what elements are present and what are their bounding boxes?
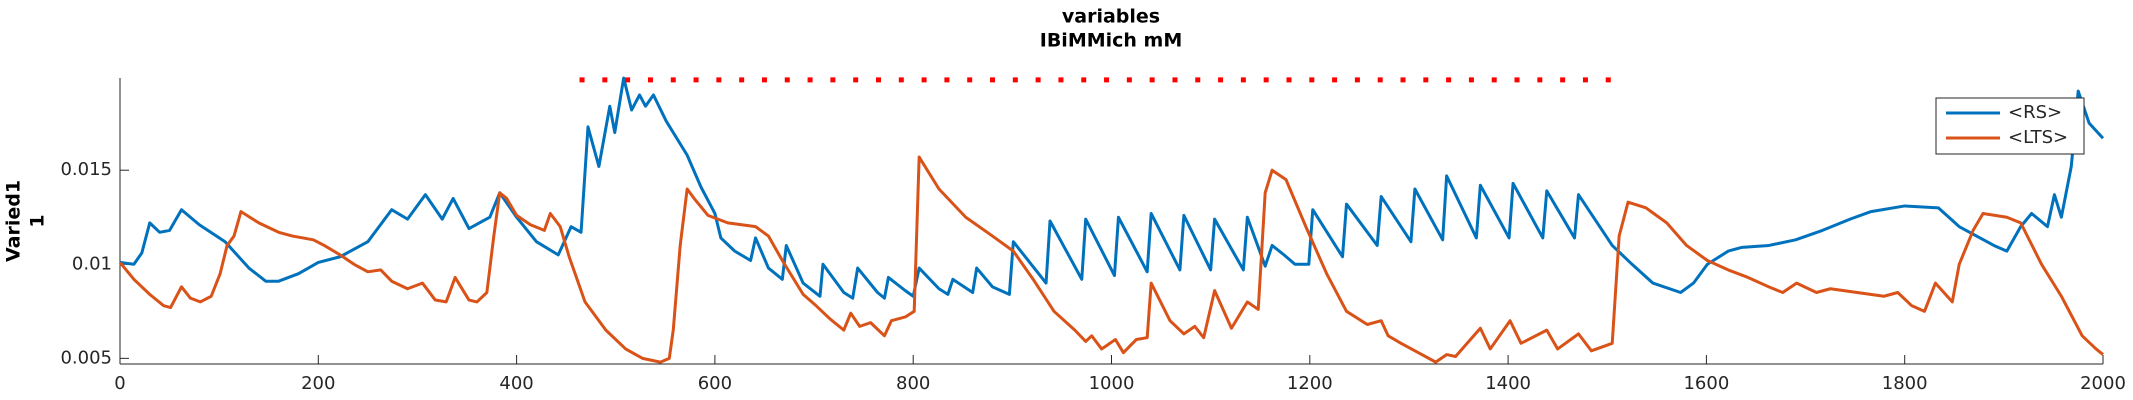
marker	[716, 77, 722, 83]
y-tick-label: 0.015	[60, 159, 112, 180]
marker	[1537, 77, 1543, 83]
marker	[921, 77, 927, 83]
x-tick-label: 800	[896, 373, 930, 394]
marker	[602, 77, 608, 83]
marker	[1309, 77, 1315, 83]
marker	[579, 77, 585, 83]
line-series	[119, 76, 2105, 300]
marker	[830, 77, 836, 83]
x-tick-label: 0	[114, 373, 125, 394]
x-tick-label: 1600	[1683, 373, 1729, 394]
y-tick-label: 0.005	[60, 347, 112, 368]
marker	[784, 77, 790, 83]
marker	[625, 77, 631, 83]
marker	[1332, 77, 1338, 83]
marker	[898, 77, 904, 83]
marker	[1104, 77, 1110, 83]
marker	[1035, 77, 1041, 83]
marker	[1081, 77, 1087, 83]
marker	[1195, 77, 1201, 83]
marker	[1354, 77, 1360, 83]
x-tick-label: 1200	[1287, 373, 1333, 394]
marker	[875, 77, 881, 83]
marker	[1514, 77, 1520, 83]
x-tick-label: 400	[499, 373, 533, 394]
marker	[1058, 77, 1064, 83]
marker	[739, 77, 745, 83]
marker	[670, 77, 676, 83]
marker	[1400, 77, 1406, 83]
marker	[1560, 77, 1566, 83]
chart-subtitle: IBiMMich mM	[1040, 30, 1183, 52]
marker	[1149, 77, 1155, 83]
marker	[944, 77, 950, 83]
chart-title: variables	[1062, 6, 1160, 28]
marker	[967, 77, 973, 83]
x-tick-label: 1000	[1089, 373, 1135, 394]
marker	[1218, 77, 1224, 83]
marker	[1423, 77, 1429, 83]
marker	[990, 77, 996, 83]
marker	[1377, 77, 1383, 83]
marker	[1582, 77, 1588, 83]
marker	[647, 77, 653, 83]
marker	[693, 77, 699, 83]
marker	[1468, 77, 1474, 83]
line-series	[118, 155, 2104, 364]
y-axis-label: 1	[27, 214, 49, 227]
marker	[1286, 77, 1292, 83]
y-tick-label: 0.01	[72, 253, 112, 274]
x-tick-label: 1800	[1882, 373, 1928, 394]
marker	[1263, 77, 1269, 83]
marker	[1491, 77, 1497, 83]
marker	[807, 77, 813, 83]
marker	[1172, 77, 1178, 83]
marker	[1605, 77, 1611, 83]
x-tick-label: 2000	[2080, 373, 2126, 394]
legend-label: <LTS>	[2008, 127, 2068, 148]
marker	[1126, 77, 1132, 83]
marker	[1240, 77, 1246, 83]
marker	[853, 77, 859, 83]
legend-box	[1935, 97, 2085, 155]
y-axis-label: Varied1	[3, 180, 25, 262]
legend-label: <RS>	[2008, 102, 2062, 123]
marker	[1012, 77, 1018, 83]
marker	[1446, 77, 1452, 83]
x-tick-label: 1400	[1485, 373, 1531, 394]
marker	[761, 77, 767, 83]
x-tick-label: 200	[301, 373, 335, 394]
x-tick-label: 600	[698, 373, 732, 394]
